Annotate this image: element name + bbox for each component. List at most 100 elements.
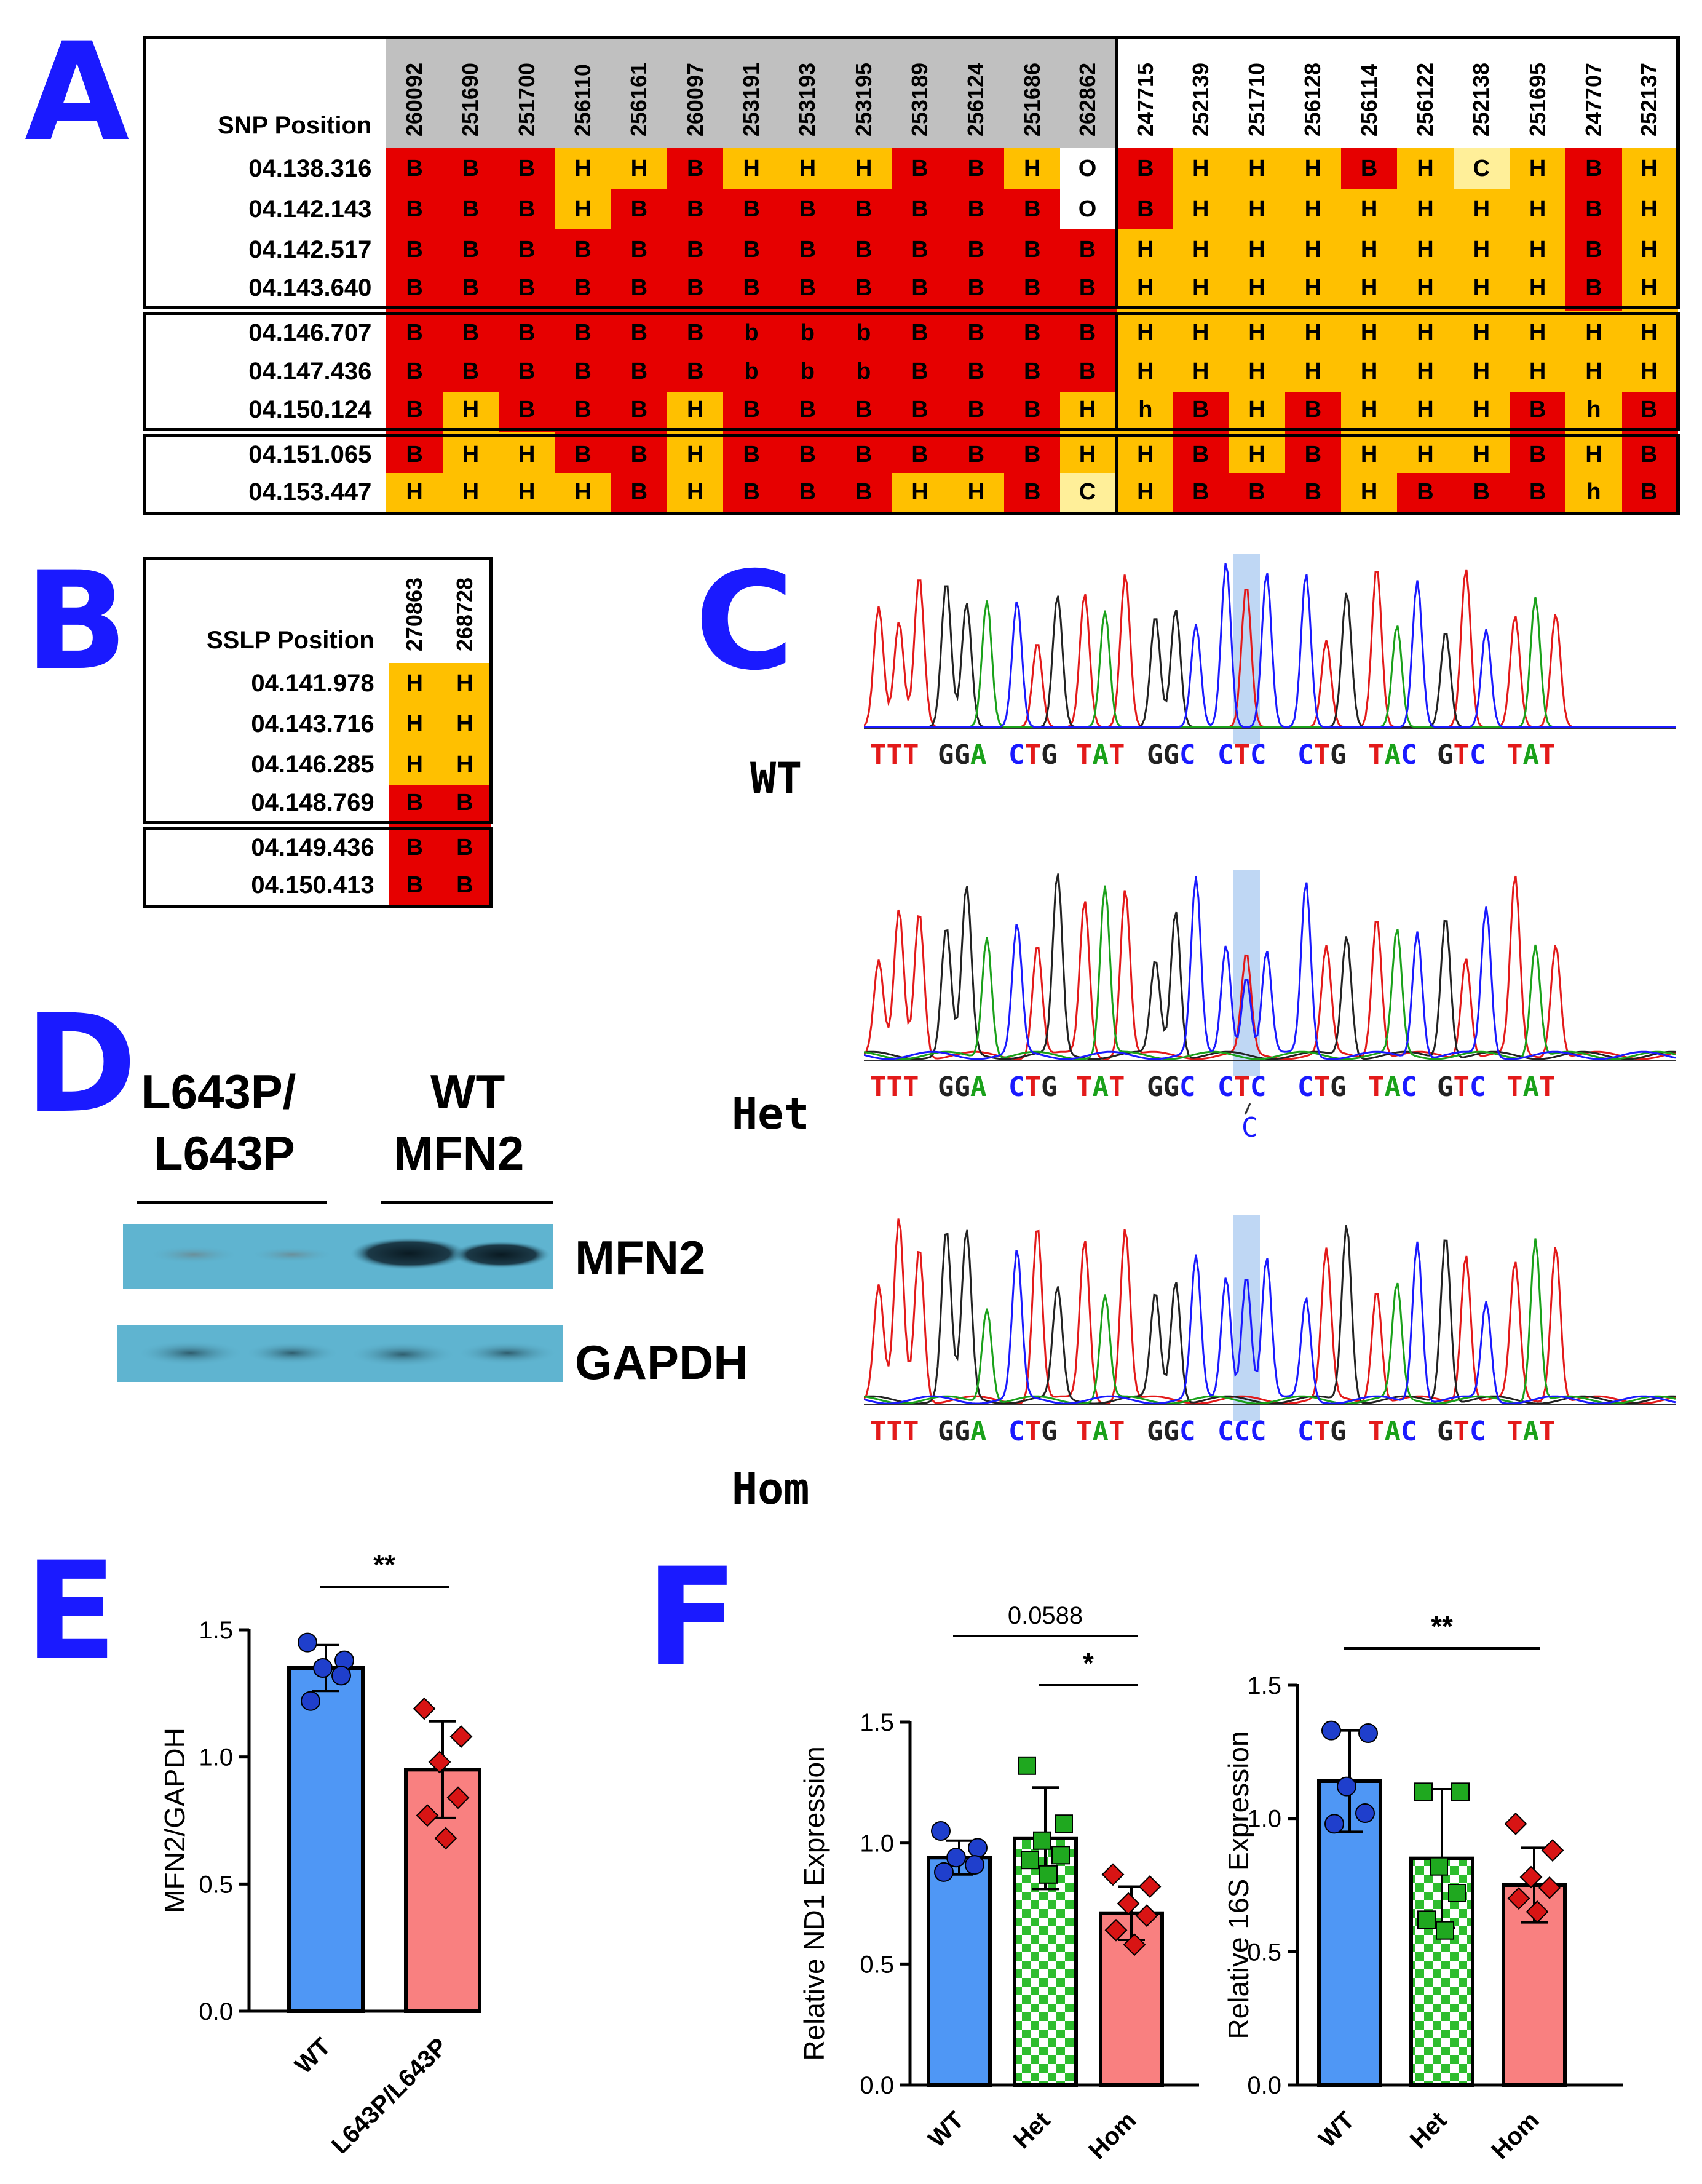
western-blot-image xyxy=(117,1224,563,1382)
highlight-mutation-site xyxy=(1233,1215,1260,1421)
snp-genotype-cell: H xyxy=(836,148,892,189)
sslp-genotype-cell: H xyxy=(389,744,440,785)
snp-genotype-cell: H xyxy=(555,473,611,514)
codon-label-hom: GTC xyxy=(1437,1416,1486,1447)
panel-label-e: E xyxy=(25,1533,117,1690)
data-point xyxy=(1519,1865,1543,1889)
snp-genotype-cell: H xyxy=(1284,229,1341,270)
trace-a-het xyxy=(864,885,1676,1060)
snp-genotype-cell: H xyxy=(1621,189,1678,229)
sslp-position-label: 04.146.285 xyxy=(144,744,389,785)
codon-label-hom: CTG xyxy=(1008,1416,1058,1447)
codon-label-het: TAT xyxy=(1506,1071,1556,1103)
codon-label-wt: CTG xyxy=(1008,739,1058,771)
snp-genotype-cell: H xyxy=(442,428,499,473)
data-point xyxy=(968,1838,988,1858)
snp-genotype-cell: B xyxy=(779,473,836,514)
het-extra-pointer xyxy=(1244,1103,1251,1115)
y-tick-label: 0.5 xyxy=(199,1871,233,1898)
codon-label-het: TAT xyxy=(1076,1071,1125,1103)
blot-band-label-gapdh: GAPDH xyxy=(575,1335,748,1389)
snp-genotype-cell: B xyxy=(386,428,443,473)
sslp-position-label: 04.143.716 xyxy=(144,704,389,744)
snp-genotype-cell: H xyxy=(1397,229,1454,270)
snp-column-id: 251690 xyxy=(457,62,483,137)
blot-group2-line2: MFN2 xyxy=(394,1126,524,1180)
snp-position-label: 04.150.124 xyxy=(144,392,387,432)
snp-genotype-cell: B xyxy=(948,229,1005,270)
data-point xyxy=(1135,1904,1158,1928)
codon-label-wt: GTC xyxy=(1437,739,1486,771)
snp-genotype-cell: H xyxy=(1453,428,1510,473)
snp-genotype-cell: B xyxy=(723,229,780,270)
trace-a-wt xyxy=(864,597,1676,728)
x-tick-label: Hom xyxy=(1083,2107,1141,2164)
data-point xyxy=(965,1855,984,1875)
snp-genotype-cell: B xyxy=(1453,473,1510,514)
sslp-genotype-cell: B xyxy=(440,785,491,825)
snp-column-header: 256110 xyxy=(555,38,611,148)
codon-label-het: CTC xyxy=(1217,1071,1267,1103)
panel-label-c: C xyxy=(695,542,794,700)
x-tick-label: WT xyxy=(923,2107,969,2153)
snp-genotype-cell: H xyxy=(1621,148,1678,189)
data-point xyxy=(1355,1803,1375,1823)
trace-g-het xyxy=(864,873,1676,1060)
snp-genotype-cell: B xyxy=(442,229,499,270)
data-point xyxy=(313,1658,333,1678)
snp-genotype-cell: B xyxy=(499,189,555,229)
snp-genotype-cell: B xyxy=(386,392,443,432)
snp-genotype-cell: H xyxy=(555,189,611,229)
trace-c-wt xyxy=(864,563,1676,728)
snp-column-header: 253193 xyxy=(779,38,836,148)
snp-genotype-cell: H xyxy=(1453,270,1510,311)
sslp-corner-label: SSLP Position xyxy=(206,627,374,654)
blot-group2-underline xyxy=(381,1201,553,1204)
data-point xyxy=(298,1632,317,1653)
snp-genotype-cell: H xyxy=(1621,229,1678,270)
data-point xyxy=(1504,1812,1527,1835)
snp-genotype-cell: H xyxy=(1509,270,1566,311)
snp-genotype-cell: H xyxy=(1397,351,1454,392)
snp-genotype-cell: B xyxy=(667,270,724,311)
data-point xyxy=(1526,1900,1549,1923)
snp-column-header: 251695 xyxy=(1509,38,1566,148)
snp-genotype-cell: b xyxy=(723,306,780,351)
snp-genotype-cell: B xyxy=(1114,148,1173,189)
band-mfn2-lane2 xyxy=(252,1247,332,1262)
bar-wt xyxy=(287,1666,365,2013)
snp-genotype-cell: B xyxy=(611,189,668,229)
snp-genotype-cell: B xyxy=(1004,229,1061,270)
snp-genotype-cell: B xyxy=(1284,392,1341,432)
band-gapdh-lane3 xyxy=(350,1342,455,1367)
x-tick-label: WT xyxy=(1313,2107,1360,2153)
data-point xyxy=(331,1666,351,1686)
snp-genotype-cell: B xyxy=(386,270,443,311)
band-gapdh-lane1 xyxy=(138,1341,243,1365)
x-tick-label: Hom xyxy=(1486,2107,1544,2164)
snp-genotype-cell: B xyxy=(1114,189,1173,229)
sslp-genotype-cell: H xyxy=(440,704,491,744)
snp-genotype-cell: H xyxy=(1173,189,1229,229)
snp-genotype-cell: B xyxy=(836,270,892,311)
blot-group1-line2: L643P xyxy=(154,1126,295,1180)
snp-column-header: 256124 xyxy=(948,38,1005,148)
snp-genotype-cell: B xyxy=(1060,229,1117,270)
snp-genotype-cell: B xyxy=(1340,148,1398,189)
y-tick-label: 0.0 xyxy=(199,1998,233,2025)
snp-genotype-cell: B xyxy=(611,229,668,270)
snp-genotype-cell: H xyxy=(555,148,611,189)
snp-genotype-cell: B xyxy=(611,473,668,514)
snp-column-header: 253191 xyxy=(723,38,780,148)
data-point xyxy=(1101,1863,1125,1886)
snp-column-header: 251710 xyxy=(1229,38,1285,148)
snp-genotype-cell: B xyxy=(442,148,499,189)
snp-genotype-cell: H xyxy=(1114,351,1173,392)
codon-label-wt: TAT xyxy=(1076,739,1125,771)
snp-genotype-cell: H xyxy=(1565,428,1622,473)
snp-genotype-cell: H xyxy=(1340,473,1398,514)
data-point xyxy=(1321,1720,1341,1741)
data-point xyxy=(434,1827,457,1850)
data-point xyxy=(934,1862,954,1882)
